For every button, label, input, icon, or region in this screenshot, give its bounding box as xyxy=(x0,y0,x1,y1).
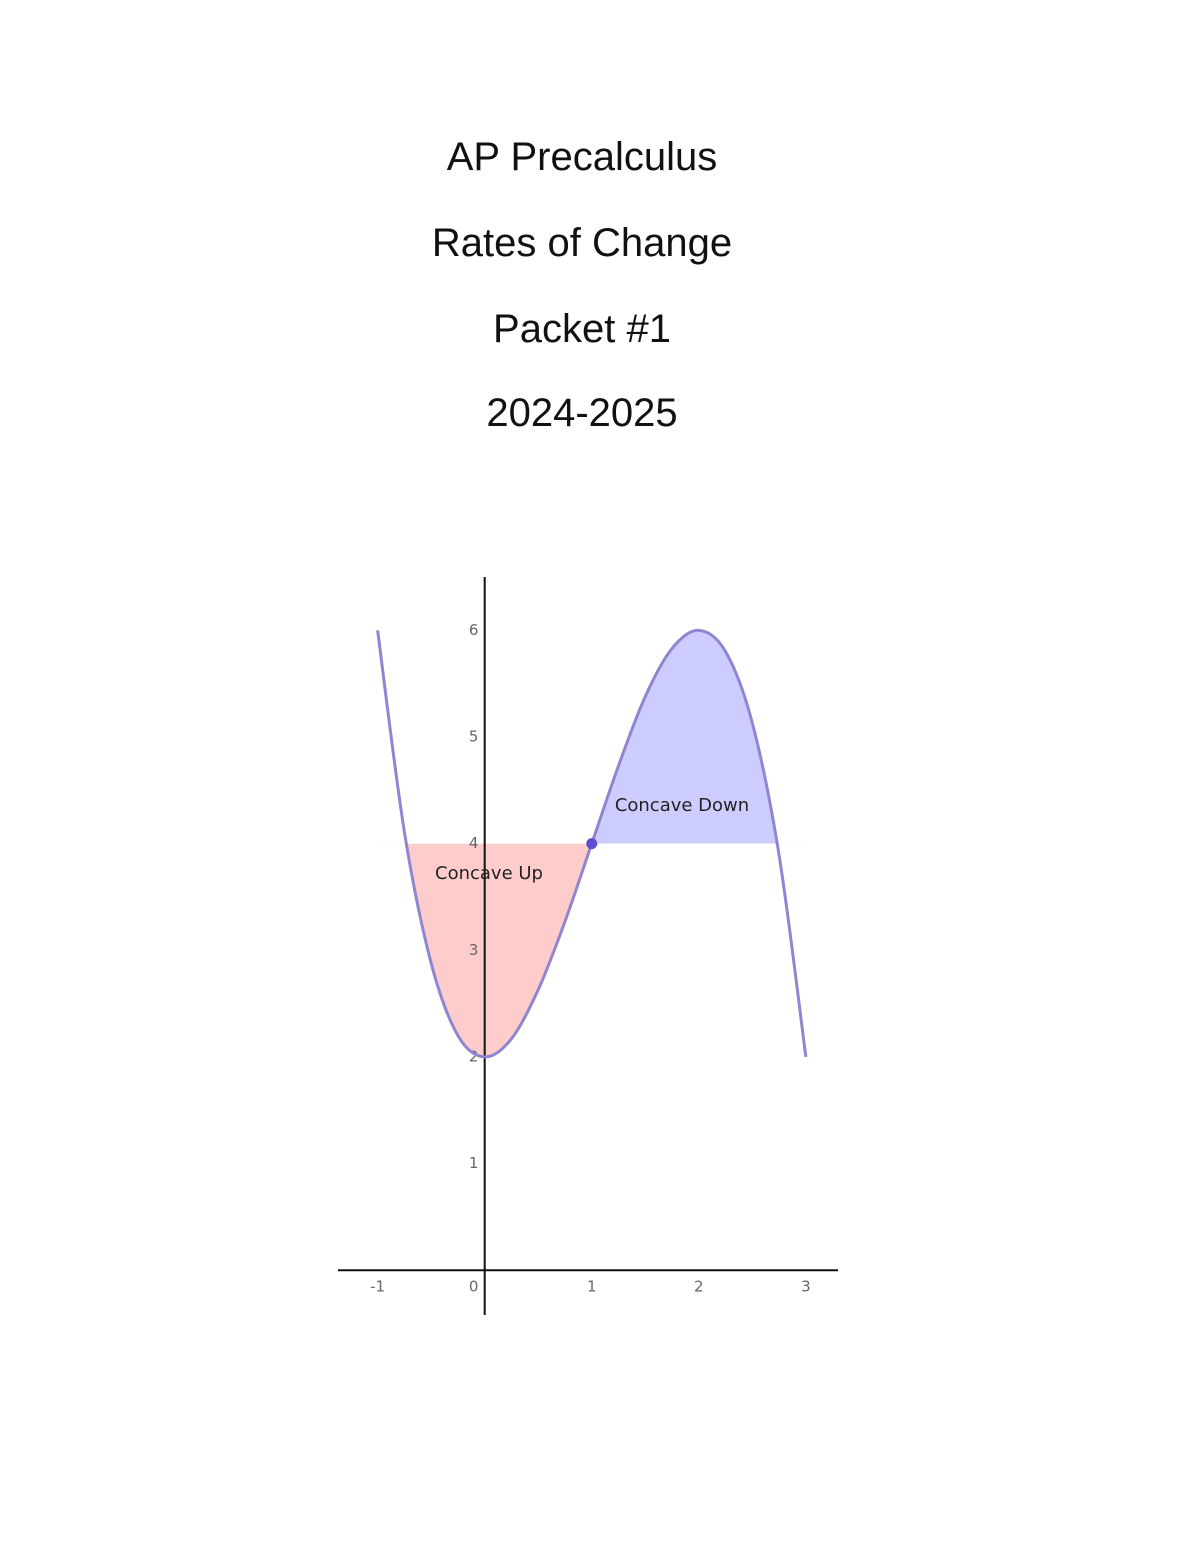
inflection-point xyxy=(586,838,598,850)
y-tick-label: 2 xyxy=(469,1047,479,1065)
concave-down-region xyxy=(591,630,806,844)
x-tick-label: 0 xyxy=(469,1278,479,1296)
x-tick-label: 1 xyxy=(587,1278,597,1296)
concave-up-region xyxy=(406,843,592,1057)
subtitle: Rates of Change xyxy=(431,221,733,265)
x-tick-label: 3 xyxy=(801,1278,811,1296)
annotation: Concave Down xyxy=(615,795,749,816)
school-year: 2024-2025 xyxy=(486,391,678,435)
y-tick-label: 4 xyxy=(469,834,479,852)
annotation: Concave Up xyxy=(435,863,543,884)
packet-number: Packet #1 xyxy=(493,307,671,351)
x-tick-label: -1 xyxy=(370,1278,385,1296)
y-tick-label: 6 xyxy=(469,621,479,639)
x-tick-label: 2 xyxy=(694,1278,704,1296)
title: AP Precalculus xyxy=(446,135,718,179)
y-tick-label: 1 xyxy=(469,1154,479,1172)
y-tick-label: 3 xyxy=(469,941,479,959)
y-tick-label: 5 xyxy=(469,727,479,745)
